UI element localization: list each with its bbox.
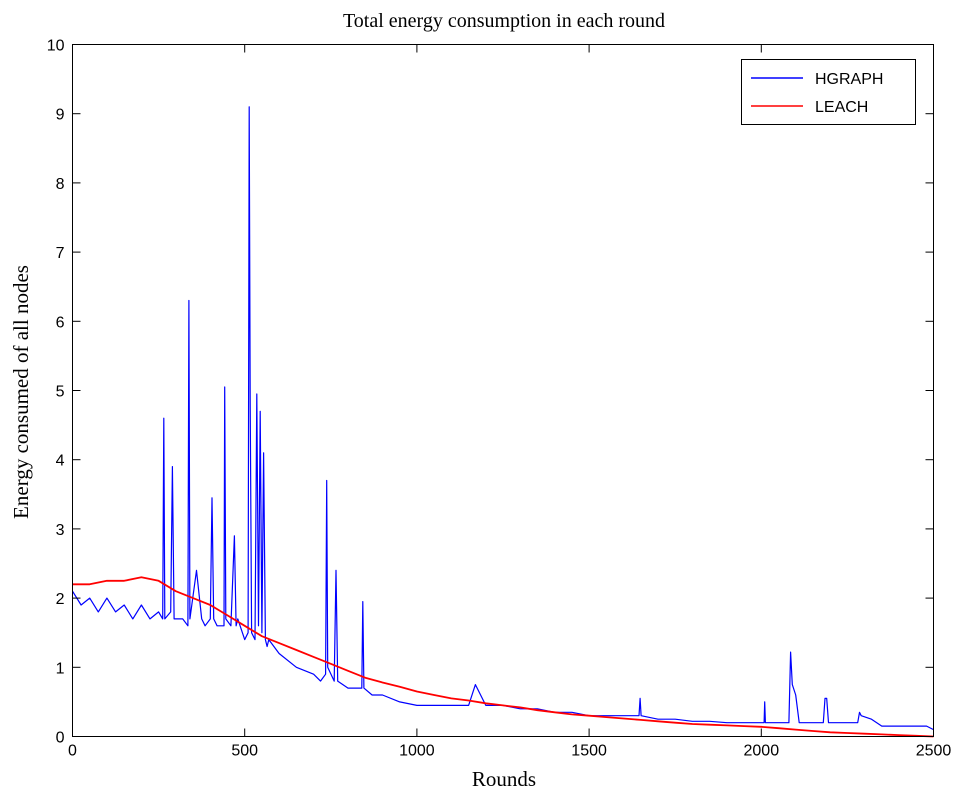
x-tick-label: 1000 xyxy=(399,743,435,760)
y-tick-label: 7 xyxy=(56,245,65,262)
y-tick-label: 5 xyxy=(56,384,65,401)
y-tick-label: 9 xyxy=(56,107,65,124)
x-tick-label: 0 xyxy=(68,743,77,760)
legend-label-leach: LEACH xyxy=(815,99,868,116)
y-tick-label: 6 xyxy=(56,314,65,331)
x-tick-label: 1500 xyxy=(571,743,607,760)
y-tick-label: 2 xyxy=(56,591,65,608)
y-tick-label: 0 xyxy=(56,730,65,747)
x-tick-label: 500 xyxy=(231,743,258,760)
series-layer xyxy=(71,106,934,738)
y-axis-label: Energy consumed of all nodes xyxy=(9,265,33,519)
series-line-leach xyxy=(72,576,934,738)
x-tick-label: 2500 xyxy=(916,743,952,760)
legend-label-hgraph: HGRAPH xyxy=(815,71,883,88)
chart-title: Total energy consumption in each round xyxy=(343,10,665,32)
legend: HGRAPH LEACH xyxy=(741,59,916,125)
y-tick-label: 3 xyxy=(56,522,65,539)
x-axis-label: Rounds xyxy=(472,767,536,791)
y-tick-label: 8 xyxy=(56,176,65,193)
y-tick-label: 1 xyxy=(56,660,65,677)
legend-box xyxy=(741,59,916,125)
y-tick-label: 10 xyxy=(47,38,65,55)
y-tick-label: 4 xyxy=(56,453,65,470)
ticks-layer: 0 500 1000 1500 2000 2500 0 1 2 3 4 5 6 7 8 9 10 xyxy=(47,38,952,760)
x-tick-label: 2000 xyxy=(744,743,780,760)
series-line-hgraph xyxy=(71,106,934,731)
